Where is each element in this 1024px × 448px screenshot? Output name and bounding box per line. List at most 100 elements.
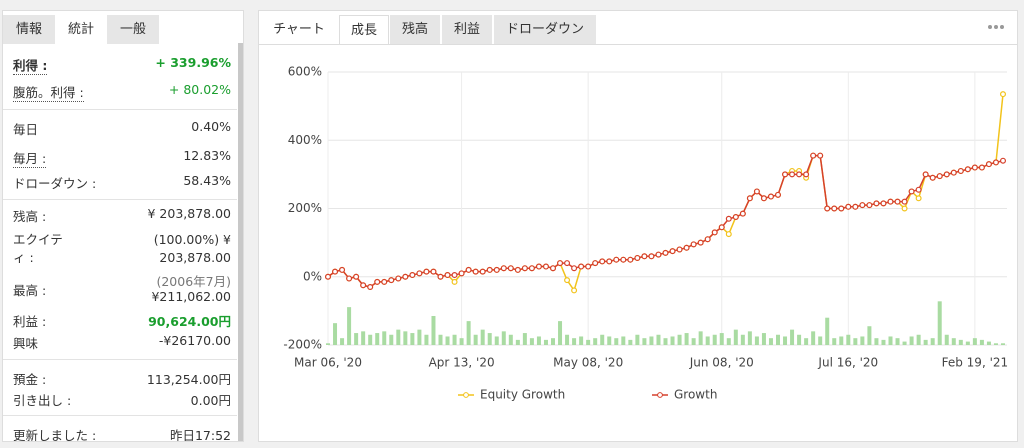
stat-label: 残高 : xyxy=(13,209,47,224)
bar xyxy=(895,338,900,345)
point xyxy=(564,277,571,284)
bar xyxy=(375,333,380,345)
bar xyxy=(333,323,338,345)
point xyxy=(915,195,922,202)
stat-value: ¥ 203,878.00 xyxy=(147,206,232,221)
point xyxy=(437,273,444,280)
bar xyxy=(579,336,584,345)
bar xyxy=(944,334,949,345)
point xyxy=(690,241,697,248)
tab[interactable]: 一般 xyxy=(107,15,159,44)
bar xyxy=(361,331,366,345)
scrollbar[interactable] xyxy=(238,43,243,441)
y-tick-label: 200% xyxy=(288,201,322,215)
bar xyxy=(508,334,513,345)
bar xyxy=(410,333,415,345)
point xyxy=(564,260,571,267)
point xyxy=(606,258,613,265)
stat-label: 利益 : xyxy=(13,314,47,329)
point xyxy=(838,205,845,212)
point xyxy=(458,270,465,277)
point xyxy=(388,277,395,284)
point xyxy=(978,164,985,171)
point xyxy=(873,200,880,207)
menu-icon[interactable] xyxy=(988,25,1004,29)
point xyxy=(542,263,549,270)
x-tick-label: Mar 06, '20 xyxy=(294,356,362,370)
stat-value: 113,254.00円 xyxy=(146,372,231,387)
stat-label: 毎月 : xyxy=(13,148,47,168)
point xyxy=(767,193,774,200)
bar xyxy=(466,321,471,345)
bar xyxy=(923,339,928,345)
stat-value: 12.83% xyxy=(183,148,231,163)
point xyxy=(500,265,507,272)
bar xyxy=(670,336,675,345)
tab[interactable]: 統計 xyxy=(55,15,107,44)
bar xyxy=(853,338,858,345)
point xyxy=(824,205,831,212)
point xyxy=(739,210,746,217)
stat-label: 利得 : xyxy=(13,55,48,75)
point xyxy=(339,266,346,273)
point xyxy=(817,152,824,159)
point xyxy=(936,173,943,180)
tab[interactable]: 利益 xyxy=(442,15,492,44)
point xyxy=(493,266,500,273)
bar xyxy=(986,341,991,345)
point xyxy=(592,260,599,267)
tab-border xyxy=(259,44,1017,45)
bar xyxy=(529,338,534,345)
point xyxy=(423,268,430,275)
bar xyxy=(572,338,577,345)
bar xyxy=(536,336,541,345)
point xyxy=(472,268,479,275)
legend-label: Growth xyxy=(674,388,717,402)
tab[interactable]: 残高 xyxy=(390,15,440,44)
point xyxy=(915,186,922,193)
bar xyxy=(881,339,886,345)
legend-marker xyxy=(463,392,469,398)
point xyxy=(859,202,866,209)
point xyxy=(796,171,803,178)
tab[interactable]: 成長 xyxy=(339,15,389,44)
bar xyxy=(818,336,823,345)
point xyxy=(782,171,789,178)
tab[interactable]: チャート xyxy=(259,15,339,44)
point xyxy=(732,214,739,221)
point xyxy=(789,171,796,178)
bar xyxy=(396,329,401,345)
bar xyxy=(705,336,710,345)
stat-value: (100.00%) ¥ 203,878.00 xyxy=(153,232,231,265)
point xyxy=(683,244,690,251)
y-tick-label: 0% xyxy=(303,269,322,283)
separator xyxy=(3,415,237,416)
bar xyxy=(677,334,682,345)
bar xyxy=(389,334,394,345)
point xyxy=(957,167,964,174)
stat-value: ¥211,062.00 xyxy=(151,289,231,304)
stat-value: + 339.96% xyxy=(155,55,231,70)
bar xyxy=(368,334,373,345)
point xyxy=(866,202,873,209)
point xyxy=(620,256,627,263)
bar xyxy=(937,301,942,345)
bar xyxy=(797,334,802,345)
bar xyxy=(979,339,984,345)
stats-panel: 情報 統計 一般 利得 : + 339.96% 腹筋。利得 : + 80.02% 毎… xyxy=(2,10,244,442)
tab[interactable]: 情報 xyxy=(3,15,55,44)
bar xyxy=(902,341,907,345)
point xyxy=(578,263,585,270)
point xyxy=(901,205,908,212)
bar xyxy=(431,315,436,345)
point xyxy=(746,195,753,202)
x-tick-label: Apr 13, '20 xyxy=(429,356,495,370)
bar xyxy=(607,336,612,345)
stat-value: 0.00円 xyxy=(190,393,231,408)
point xyxy=(831,205,838,212)
point xyxy=(571,287,578,294)
y-tick-label: 400% xyxy=(288,133,322,147)
tab[interactable]: ドローダウン xyxy=(494,15,596,44)
